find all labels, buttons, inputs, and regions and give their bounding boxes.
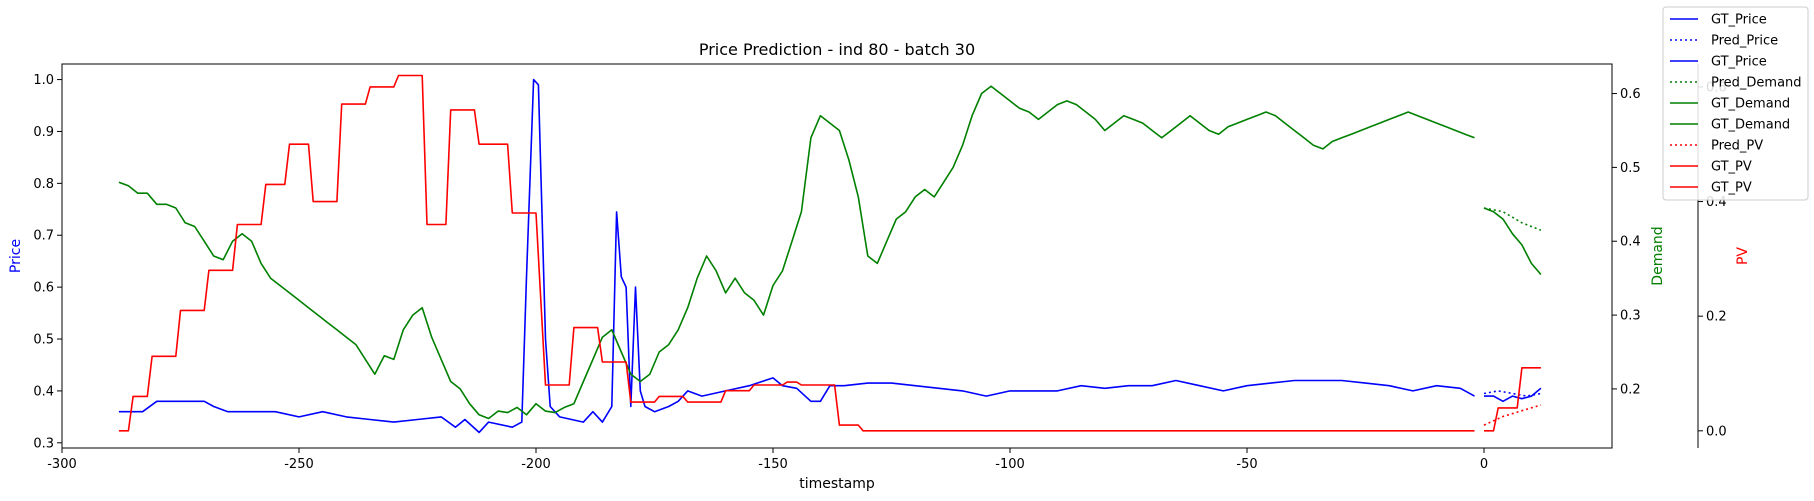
demand-tick-label: 0.2 (1620, 382, 1641, 397)
x-tick-label: 0 (1480, 457, 1488, 472)
legend-label: Pred_PV (1711, 139, 1763, 154)
legend: GT_Price Pred_Price GT_Price Pred_Demand GT_… (1662, 6, 1809, 201)
legend-label: Pred_Demand (1711, 76, 1802, 91)
legend-label: Pred_Price (1711, 34, 1778, 49)
price-tick-label: 0.7 (33, 229, 54, 244)
legend-label: GT_Demand (1711, 118, 1790, 133)
price-tick-label: 1.0 (33, 73, 54, 88)
legend-label: GT_Price (1711, 13, 1767, 28)
chart-title: Price Prediction - ind 80 - batch 30 (699, 40, 975, 59)
x-tick-label: -50 (1236, 457, 1257, 472)
plot-frame (61, 63, 1613, 449)
pv-tick-label: 0.0 (1706, 424, 1727, 439)
legend-label: GT_Demand (1711, 97, 1790, 112)
x-axis-label: timestamp (799, 476, 875, 492)
pv-tick-label: 0.2 (1706, 310, 1727, 325)
x-tick-label: -300 (47, 457, 77, 472)
demand-axis: 0.2 0.3 0.4 0.5 0.6 (1612, 87, 1641, 397)
demand-tick-label: 0.3 (1620, 309, 1641, 324)
x-axis: -300 -250 -200 -150 -100 -50 0 (47, 448, 1488, 472)
series-line (1484, 366, 1541, 432)
demand-axis-label: Demand (1650, 226, 1666, 285)
series-line (118, 78, 1475, 434)
x-tick-label: -100 (995, 457, 1025, 472)
legend-label: GT_Price (1711, 55, 1767, 70)
price-tick-label: 0.4 (33, 384, 54, 399)
series-line (1484, 387, 1542, 403)
price-axis-label: Price (8, 239, 24, 273)
plot-area (118, 74, 1542, 434)
series-line (1483, 207, 1542, 276)
pv-axis-label: PV (1735, 247, 1751, 265)
legend-label: GT_PV (1711, 160, 1752, 175)
price-tick-label: 0.6 (33, 281, 54, 296)
demand-tick-label: 0.6 (1620, 87, 1641, 102)
price-tick-label: 0.8 (33, 177, 54, 192)
x-tick-label: -250 (284, 457, 314, 472)
x-tick-label: -150 (758, 457, 788, 472)
demand-tick-label: 0.5 (1620, 161, 1641, 176)
price-tick-label: 0.9 (33, 125, 54, 140)
legend-label: GT_PV (1711, 181, 1752, 196)
legend-box (1662, 6, 1809, 201)
price-axis: 0.3 0.4 0.5 0.6 0.7 0.8 0.9 1.0 (33, 73, 62, 451)
series-line (118, 74, 1475, 432)
price-tick-label: 0.3 (33, 436, 54, 451)
series-line (118, 85, 1475, 420)
price-tick-label: 0.5 (33, 333, 54, 348)
series-line (1483, 207, 1542, 231)
demand-tick-label: 0.4 (1620, 235, 1641, 250)
x-tick-label: -200 (521, 457, 551, 472)
series-line (1483, 404, 1542, 426)
